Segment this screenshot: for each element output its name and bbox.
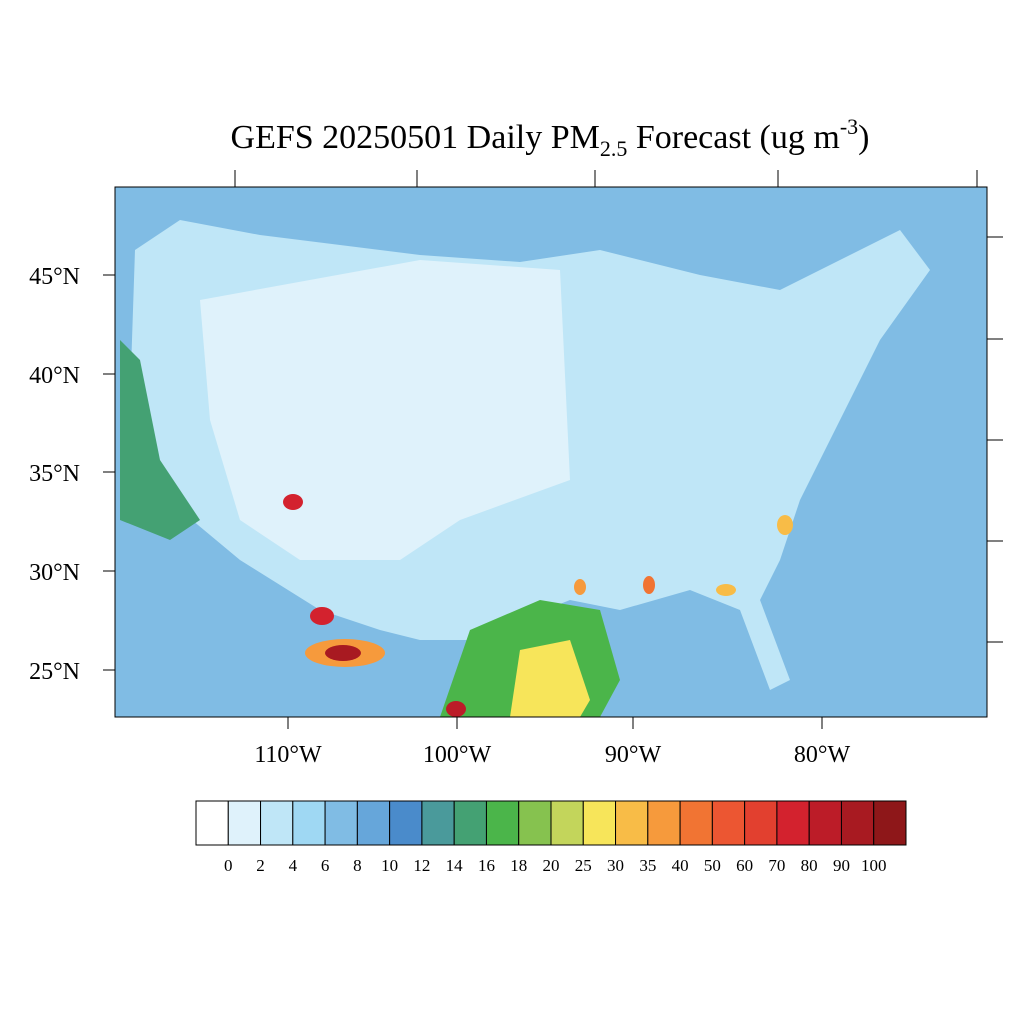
colorbar-label: 18 xyxy=(510,856,527,875)
map-ticks: 45°N 40°N 35°N 30°N 25°N 110°W 100°W 90°W 80°W xyxy=(29,170,1003,768)
map-field xyxy=(114,186,988,718)
title-sub: 2.5 xyxy=(600,136,628,161)
colorbar-box xyxy=(873,800,907,846)
colorbar-label: 80 xyxy=(801,856,818,875)
colorbar-label: 35 xyxy=(639,856,656,875)
hotspot xyxy=(777,515,793,535)
land-clean xyxy=(200,260,570,560)
lat-label: 30°N xyxy=(29,560,80,586)
colorbar-label: 90 xyxy=(833,856,850,875)
lon-label: 80°W xyxy=(794,742,851,768)
title-sup: -3 xyxy=(840,114,858,139)
hotspot xyxy=(574,579,586,595)
colorbar-box xyxy=(453,800,487,846)
colorbar-box xyxy=(389,800,423,846)
lat-label: 40°N xyxy=(29,363,80,389)
colorbar-label: 14 xyxy=(446,856,464,875)
colorbar-box xyxy=(808,800,842,846)
colorbar-label: 60 xyxy=(736,856,753,875)
hotspot xyxy=(325,645,361,661)
lon-label: 90°W xyxy=(605,742,662,768)
hotspot xyxy=(716,584,736,596)
colorbar-box xyxy=(518,800,552,846)
colorbar-box xyxy=(744,800,778,846)
lat-label: 35°N xyxy=(29,461,80,487)
lat-label: 45°N xyxy=(29,264,80,290)
colorbar-box xyxy=(711,800,746,846)
colorbar-box xyxy=(647,800,681,846)
gulf-core xyxy=(510,640,590,717)
hotspot xyxy=(310,607,334,625)
colorbar-label: 30 xyxy=(607,856,624,875)
colorbar-box xyxy=(485,800,520,846)
lon-label: 110°W xyxy=(254,742,322,768)
colorbar-label: 70 xyxy=(768,856,785,875)
colorbar-label: 8 xyxy=(353,856,362,875)
colorbar-label: 100 xyxy=(861,856,887,875)
title-end: ) xyxy=(858,119,869,156)
colorbar-box xyxy=(195,800,229,846)
title-mid: Forecast (ug m xyxy=(627,119,839,156)
colorbar-label: 2 xyxy=(256,856,265,875)
colorbar-box xyxy=(776,800,810,846)
colorbar-box xyxy=(356,800,391,846)
colorbar-box xyxy=(679,800,713,846)
colorbar-box xyxy=(324,800,358,846)
map-title: GEFS 20250501 Daily PM2.5 Forecast (ug m… xyxy=(231,114,870,161)
map-frame xyxy=(114,186,988,718)
colorbar-label: 20 xyxy=(543,856,560,875)
colorbar: 0 2 4 6 8 10 12 14 16 18 20 25 30 35 40 50 60 70 80 90 100 xyxy=(195,800,907,875)
colorbar-box xyxy=(840,800,875,846)
colorbar-label: 0 xyxy=(224,856,233,875)
colorbar-box xyxy=(550,800,584,846)
colorbar-label: 10 xyxy=(381,856,398,875)
colorbar-label: 6 xyxy=(321,856,330,875)
colorbar-box xyxy=(421,800,455,846)
colorbar-box xyxy=(615,800,649,846)
colorbar-label: 40 xyxy=(672,856,689,875)
colorbar-label: 12 xyxy=(413,856,430,875)
colorbar-box xyxy=(292,800,326,846)
coast-high xyxy=(120,340,200,540)
colorbar-box xyxy=(582,800,617,846)
lat-label: 25°N xyxy=(29,659,80,685)
colorbar-label: 4 xyxy=(289,856,298,875)
colorbar-label: 16 xyxy=(478,856,495,875)
hotspot xyxy=(446,701,466,717)
hotspot xyxy=(283,494,303,510)
lon-label: 100°W xyxy=(423,742,492,768)
colorbar-box xyxy=(227,800,262,846)
hotspot xyxy=(643,576,655,594)
title-main: GEFS 20250501 Daily PM xyxy=(231,119,600,156)
colorbar-label: 25 xyxy=(575,856,592,875)
colorbar-box xyxy=(260,800,294,846)
colorbar-label: 50 xyxy=(704,856,721,875)
